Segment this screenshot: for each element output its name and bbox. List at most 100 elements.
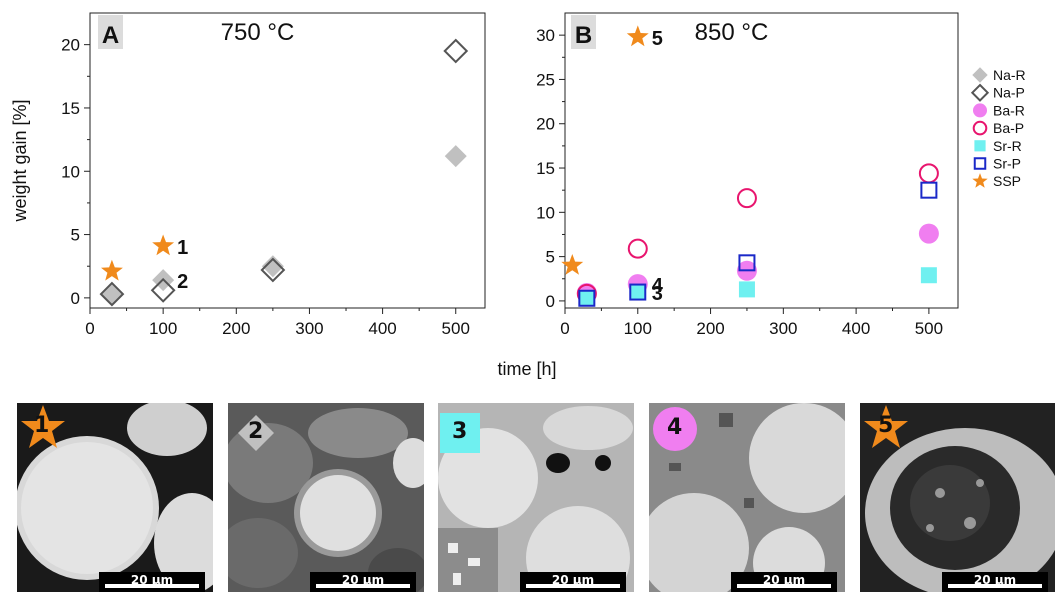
panel-a-title: 750 °C xyxy=(221,19,295,46)
micrograph-2-label: 2 xyxy=(248,419,264,444)
micrograph-5: 5 20 µm xyxy=(860,403,1055,592)
panel-b-xtick-label: 100 xyxy=(624,319,652,338)
plots-svg: A 750 °C0 100 200 300 400 5000510152012weight … xyxy=(10,12,1026,379)
micrograph-3: 3 20 µm xyxy=(438,403,634,592)
legend-marker-ssp-shape xyxy=(972,173,988,188)
scalebar-label: 20 µm xyxy=(973,573,1017,587)
panel-a-point-ssp xyxy=(152,234,175,256)
legend-label-na-r: Na-R xyxy=(993,67,1026,83)
panel-b-point-sr-p xyxy=(629,283,647,301)
panel-b-point-sr-r xyxy=(629,284,646,301)
panel-b-ytick-label: 5 xyxy=(546,248,555,267)
panel-b-letter-bg xyxy=(571,15,596,49)
panel-a-point-na-p xyxy=(150,277,176,303)
panel-a-ytick-label: 0 xyxy=(71,289,80,308)
legend-label-ba-r: Ba-R xyxy=(993,102,1025,118)
micrograph-5-scalebar: 20 µm xyxy=(942,572,1048,592)
legend-marker-sr-r-shape xyxy=(974,140,986,152)
panel-b-point-sr-r xyxy=(578,290,595,307)
panel-b-point-ba-p xyxy=(627,238,648,259)
panel-a-xtick-label: 200 xyxy=(222,319,250,338)
panel-b-point-ssp-shape xyxy=(561,254,584,275)
panel-a-xtick-label: 0 xyxy=(85,319,94,338)
panel-a-xtick-label: 100 xyxy=(149,319,177,338)
legend-marker-ba-p-shape xyxy=(972,120,988,136)
panel-a-point-na-r-shape xyxy=(100,283,123,306)
panel-b-point-sr-r-shape xyxy=(629,284,646,301)
panel-a-ytick-label: 5 xyxy=(71,226,80,245)
panel-a-point-na-r-shape xyxy=(261,255,284,278)
panel-a-ytick-label: 15 xyxy=(61,99,80,118)
micrograph-4: 4 20 µm xyxy=(649,403,845,592)
scalebar-label: 20 µm xyxy=(551,573,595,587)
panel-b-point-ba-p-shape xyxy=(627,238,648,259)
micrograph-4-image xyxy=(649,403,845,592)
micrograph-5-badge: 5 xyxy=(862,403,910,451)
panel-b-point-ba-p-shape xyxy=(736,188,757,209)
panel-b-ytick-label: 15 xyxy=(536,159,555,178)
panel-a-ylabel: weight gain [%] xyxy=(10,99,30,222)
diamond-icon xyxy=(238,415,274,451)
panel-a-point-na-p-shape xyxy=(99,281,125,307)
panel-b-point-sr-r xyxy=(920,267,937,284)
legend-marker-ba-r-shape xyxy=(973,103,987,118)
panel-b-ytick-label: 25 xyxy=(536,70,555,89)
star-icon xyxy=(864,405,908,448)
panel-b-point-ba-p-shape xyxy=(918,163,939,184)
panel-b-frame xyxy=(564,12,959,309)
panel-b-annotation-5: 5 xyxy=(652,28,663,50)
panel-b-annotation-4: 4 xyxy=(652,275,664,297)
scalebar-label: 20 µm xyxy=(130,573,174,587)
panel-a-point-ssp-shape xyxy=(152,234,175,256)
legend-label-ba-p: Ba-P xyxy=(993,120,1024,136)
micrograph-1-image xyxy=(17,403,213,592)
scalebar-label: 20 µm xyxy=(341,573,385,587)
micrograph-1-scalebar: 20 µm xyxy=(99,572,205,592)
panel-a-point-na-r-shape xyxy=(444,145,467,168)
micrograph-2: 2 20 µm xyxy=(228,403,424,592)
panel-a-xtick-label: 400 xyxy=(368,319,396,338)
micrograph-3-label: 3 xyxy=(452,419,468,444)
panel-a-xtick-label: 300 xyxy=(295,319,323,338)
panel-a-annotation-2: 2 xyxy=(177,271,188,293)
panel-b-point-sr-p-shape xyxy=(629,283,647,301)
panel-b-point-sr-p-shape xyxy=(738,254,756,272)
legend-label-na-p: Na-P xyxy=(993,85,1025,101)
panel-a-point-na-p xyxy=(443,38,469,64)
panel-a-point-na-p xyxy=(99,281,125,307)
micrograph-1-label: 1 xyxy=(34,413,50,438)
scalebar-label: 20 µm xyxy=(762,573,806,587)
panel-a-point-ssp-shape xyxy=(101,259,123,281)
legend-marker-ba-p xyxy=(972,120,988,136)
panel-a-frame xyxy=(89,12,486,309)
star-icon xyxy=(21,405,65,448)
legend-marker-na-p xyxy=(970,83,990,102)
micrograph-4-badge: 4 xyxy=(651,405,699,453)
panel-b-point-sr-r-shape xyxy=(738,281,755,298)
panel-b-ytick-label: 20 xyxy=(536,115,555,134)
panel-b-point-sr-p xyxy=(578,289,596,307)
panel-b-xtick-label: 400 xyxy=(842,319,870,338)
panel-b-point-sr-p xyxy=(738,254,756,272)
micrograph-5-label: 5 xyxy=(878,413,894,438)
circle-icon xyxy=(653,407,697,451)
panel-a-point-na-r xyxy=(100,283,123,306)
legend-marker-sr-p-shape xyxy=(973,157,987,170)
square-icon xyxy=(440,413,480,453)
panel-b-point-sr-r-shape xyxy=(920,267,937,284)
panel-b-point-ssp xyxy=(626,25,649,47)
panel-b-xtick-label: 200 xyxy=(696,319,724,338)
panel-b-letter: B xyxy=(575,22,592,49)
panel-a-point-na-r xyxy=(444,145,467,168)
panel-b-ytick-label: 0 xyxy=(546,292,555,311)
micrograph-1-badge: 1 xyxy=(19,403,67,451)
panel-b-ytick-label: 30 xyxy=(536,26,555,45)
panel-b-point-sr-p-shape xyxy=(578,289,596,307)
legend-label-ssp: SSP xyxy=(993,173,1021,189)
legend-label-sr-r: Sr-R xyxy=(993,138,1022,154)
panel-a-letter-bg xyxy=(98,15,123,49)
panel-a-ytick-label: 20 xyxy=(61,36,80,55)
panel-b-point-ba-r xyxy=(918,223,939,244)
panel-b-annotation-3: 3 xyxy=(652,283,663,305)
micrograph-2-badge: 2 xyxy=(236,413,276,453)
